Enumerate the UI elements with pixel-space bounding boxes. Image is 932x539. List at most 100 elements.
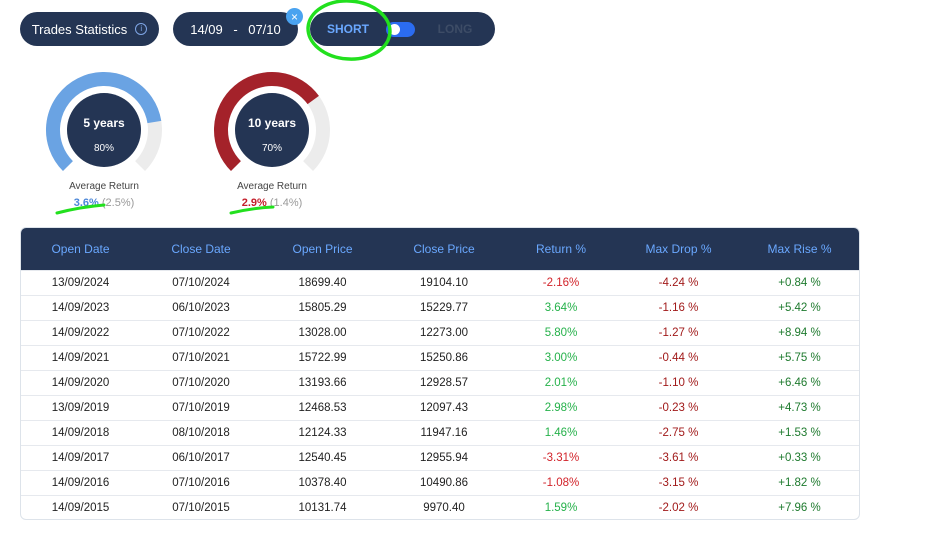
cell-max-rise: +1.82 % — [778, 476, 821, 489]
date-separator: - — [233, 21, 238, 37]
cell-max-rise: +0.84 % — [778, 276, 821, 289]
cell-return: -2.16% — [542, 276, 580, 289]
average-return-secondary: (2.5%) — [101, 197, 135, 209]
table-row: 13/09/2019 07/10/2019 12468.53 12097.43 2.98… — [21, 395, 859, 420]
cell-return: 1.59% — [544, 501, 578, 514]
table-row: 14/09/2015 07/10/2015 10131.74 9970.40 1.59%… — [21, 495, 859, 519]
col-open-date[interactable]: Open Date — [51, 241, 110, 256]
table-row: 14/09/2016 07/10/2016 10378.40 10490.86 -1.0… — [21, 470, 859, 495]
cell-return: 1.46% — [544, 426, 578, 439]
cell-open-price: 12468.53 — [298, 401, 347, 414]
info-icon[interactable]: i — [135, 23, 148, 35]
cell-max-rise: +4.73 % — [778, 401, 821, 414]
gauge-5-years: 5 years 80% — [44, 70, 164, 220]
gauge-ring — [214, 72, 330, 172]
toggle-switch[interactable] — [386, 21, 415, 37]
cell-return: 3.00% — [544, 351, 578, 364]
trades-statistics-button[interactable]: Trades Statistics i — [20, 12, 159, 46]
cell-max-drop: -0.44 % — [658, 351, 699, 364]
cell-return: 2.98% — [544, 401, 578, 414]
cell-open-price: 10378.40 — [298, 476, 347, 489]
col-close-date[interactable]: Close Date — [171, 241, 231, 256]
date-range-picker[interactable]: 14/09 - 07/10 — [173, 12, 298, 46]
cell-close-price: 10490.86 — [420, 476, 468, 489]
cell-close-price: 12097.43 — [420, 401, 468, 414]
cell-close-date: 07/10/2024 — [172, 276, 230, 289]
cell-open-date: 14/09/2022 — [51, 326, 110, 339]
cell-return: 2.01% — [544, 376, 578, 389]
gauge-percent: 70% — [261, 143, 282, 154]
cell-close-date: 07/10/2016 — [172, 476, 230, 489]
cell-open-date: 14/09/2017 — [51, 451, 110, 464]
cell-close-date: 06/10/2023 — [172, 301, 230, 314]
average-return-primary: 2.9% — [241, 197, 267, 209]
cell-close-price: 19104.10 — [420, 276, 468, 289]
short-option[interactable]: SHORT — [327, 22, 369, 36]
cell-close-price: 9970.40 — [423, 501, 465, 514]
toggle-knob — [389, 23, 400, 35]
gauge-percent: 80% — [93, 143, 114, 154]
table-row: 14/09/2023 06/10/2023 15805.29 15229.77 3.64… — [21, 295, 859, 320]
table-row: 14/09/2018 08/10/2018 12124.33 11947.16 1.46… — [21, 420, 859, 445]
gauge-period-label: 10 years — [247, 116, 297, 130]
cell-max-rise: +6.46 % — [778, 376, 821, 389]
cell-close-price: 12273.00 — [420, 326, 468, 339]
cell-max-rise: +5.42 % — [778, 301, 821, 314]
cell-max-rise: +7.96 % — [778, 501, 821, 514]
cell-open-price: 13028.00 — [298, 326, 347, 339]
average-return-value: 2.9% (1.4%) — [212, 197, 332, 209]
col-max-rise[interactable]: Max Rise % — [767, 241, 832, 256]
cell-open-date: 14/09/2016 — [51, 476, 110, 489]
cell-close-price: 11947.16 — [420, 426, 468, 439]
cell-return: 5.80% — [544, 326, 578, 339]
cell-max-rise: +8.94 % — [778, 326, 821, 339]
cell-close-date: 06/10/2017 — [172, 451, 230, 464]
cell-open-date: 14/09/2015 — [51, 501, 110, 514]
cell-close-price: 12955.94 — [420, 451, 468, 464]
short-long-toggle[interactable]: SHORT LONG — [310, 12, 495, 46]
col-max-drop[interactable]: Max Drop % — [645, 241, 712, 256]
average-return-secondary: (1.4%) — [269, 197, 303, 209]
cell-max-drop: -3.61 % — [658, 451, 699, 464]
cell-close-date: 07/10/2021 — [172, 351, 230, 364]
cell-open-date: 14/09/2020 — [51, 376, 110, 389]
col-return[interactable]: Return % — [535, 241, 587, 256]
gauge-period-label: 5 years — [83, 116, 125, 130]
cell-max-drop: -1.10 % — [658, 376, 699, 389]
cell-open-date: 14/09/2023 — [51, 301, 110, 314]
average-return-primary: 3.6% — [73, 197, 99, 209]
long-option[interactable]: LONG — [437, 22, 473, 36]
col-open-price[interactable]: Open Price — [292, 241, 353, 256]
cell-max-drop: -2.75 % — [658, 426, 699, 439]
cell-open-date: 14/09/2018 — [51, 426, 110, 439]
cell-max-drop: -2.02 % — [658, 501, 699, 514]
cell-max-drop: -1.16 % — [658, 301, 699, 314]
date-from[interactable]: 14/09 — [190, 21, 223, 37]
cell-close-date: 07/10/2020 — [172, 376, 230, 389]
date-to[interactable]: 07/10 — [248, 21, 281, 37]
cell-close-date: 07/10/2022 — [172, 326, 230, 339]
cell-max-rise: +5.75 % — [778, 351, 821, 364]
table-row: 14/09/2021 07/10/2021 15722.99 15250.86 3.00… — [21, 345, 859, 370]
cell-open-price: 15722.99 — [298, 351, 347, 364]
cell-return: -1.08% — [542, 476, 580, 489]
cell-open-price: 13193.66 — [298, 376, 347, 389]
table-row: 14/09/2022 07/10/2022 13028.00 12273.00 5.80… — [21, 320, 859, 345]
cell-close-price: 12928.57 — [420, 376, 468, 389]
cell-open-date: 13/09/2019 — [51, 401, 110, 414]
col-close-price[interactable]: Close Price — [413, 241, 475, 256]
cell-close-price: 15250.86 — [420, 351, 468, 364]
cell-close-date: 07/10/2019 — [172, 401, 230, 414]
cell-max-drop: -0.23 % — [658, 401, 699, 414]
cell-return: -3.31% — [542, 451, 580, 464]
cell-close-date: 07/10/2015 — [172, 501, 230, 514]
gauge-10-years: 10 years 70% — [212, 70, 332, 220]
cell-max-drop: -3.15 % — [658, 476, 699, 489]
table-header-row: Open Date Close Date Open Price Close Pr… — [21, 228, 859, 270]
clear-date-icon[interactable]: × — [286, 8, 303, 25]
cell-open-price: 10131.74 — [298, 501, 347, 514]
trades-statistics-label: Trades Statistics — [31, 21, 128, 37]
cell-return: 3.64% — [544, 301, 578, 314]
cell-max-drop: -4.24 % — [658, 276, 699, 289]
cell-close-price: 15229.77 — [420, 301, 468, 314]
